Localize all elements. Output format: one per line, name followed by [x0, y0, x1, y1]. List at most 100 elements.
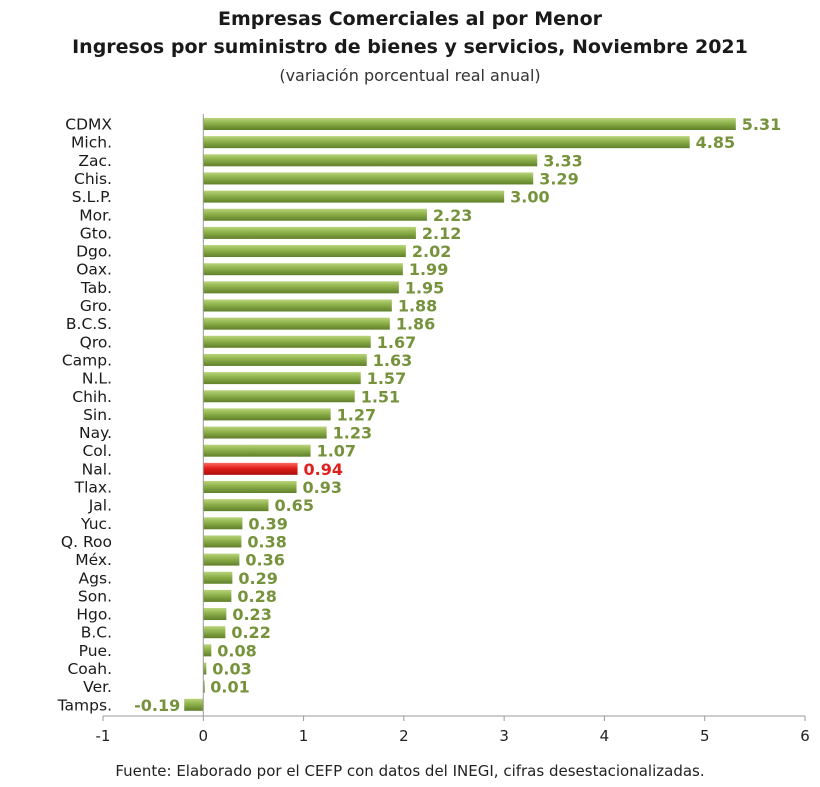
bar-31: [203, 680, 205, 693]
category-label: Gto.: [80, 224, 112, 242]
bar-4: [203, 190, 505, 203]
value-label: 0.36: [245, 551, 284, 570]
value-label: 1.07: [317, 442, 356, 461]
category-label: B.C.: [81, 624, 112, 642]
chart-source-note: Fuente: Elaborado por el CEFP con datos …: [115, 762, 705, 780]
value-label: 2.02: [412, 242, 451, 261]
category-label: Tab.: [80, 279, 112, 297]
bar-22: [203, 517, 243, 530]
bar-27: [203, 608, 227, 621]
value-label: 0.38: [247, 532, 286, 551]
x-tick-label: 2: [399, 727, 409, 745]
x-tick-label: 5: [700, 727, 710, 745]
category-label: Jal.: [88, 497, 112, 515]
x-tick-label: 1: [299, 727, 309, 745]
value-label: 0.29: [238, 569, 277, 588]
axes-group: -1 0 1 2 3 4 5 6: [96, 114, 810, 745]
bar-11: [203, 317, 390, 330]
bar-25: [203, 571, 233, 584]
value-label: 1.88: [398, 297, 437, 316]
category-label: Chis.: [74, 170, 112, 188]
bar-28: [203, 626, 226, 639]
bar-3: [203, 172, 534, 185]
category-label: Chih.: [72, 388, 112, 406]
bar-30: [203, 662, 207, 675]
x-tick-label: -1: [96, 727, 111, 745]
value-label: 5.31: [742, 115, 781, 134]
category-label: Q. Roo: [61, 533, 112, 551]
category-label: Nay.: [79, 424, 112, 442]
bar-23: [203, 535, 242, 548]
category-label: Qro.: [80, 333, 112, 351]
category-label: Col.: [82, 442, 112, 460]
x-tick-label: 4: [600, 727, 610, 745]
value-label: 0.65: [274, 496, 313, 515]
value-label: 0.08: [217, 641, 256, 660]
category-label: Dgo.: [76, 243, 112, 261]
value-label: 0.03: [212, 660, 251, 679]
category-label: S.L.P.: [72, 188, 112, 206]
value-label: 3.29: [539, 169, 578, 188]
category-label: Ver.: [83, 678, 112, 696]
bar-17: [203, 426, 327, 439]
value-label: 1.99: [409, 260, 448, 279]
value-label: -0.19: [134, 696, 180, 715]
value-label: 0.93: [303, 478, 342, 497]
value-label: 1.51: [361, 387, 400, 406]
bar-2: [203, 154, 538, 167]
category-label: Zac.: [78, 152, 112, 170]
value-label: 0.28: [237, 587, 276, 606]
bar-12: [203, 335, 371, 348]
bar-18: [203, 444, 311, 457]
value-label: 3.33: [543, 151, 582, 170]
chart-subtitle: (variación porcentual real anual): [279, 66, 541, 85]
bar-0: [203, 118, 736, 130]
bar-13: [203, 353, 367, 366]
value-label: 1.95: [405, 278, 444, 297]
bar-14: [203, 372, 361, 385]
category-label: Mor.: [79, 206, 112, 224]
category-label: CDMX: [65, 116, 112, 134]
bar-29: [203, 644, 212, 657]
bar-7: [203, 245, 406, 258]
x-tick-label: 3: [499, 727, 509, 745]
category-label: Hgo.: [76, 606, 112, 624]
bar-6: [203, 226, 416, 239]
category-label: Gro.: [80, 297, 112, 315]
bar-10: [203, 299, 392, 312]
category-label: Tlax.: [74, 479, 112, 497]
bars-group: CDMX 5.31 Mich. 4.85 Zac. 3.33 Chis. 3.29 S.L.P.…: [57, 115, 782, 715]
category-label: Pue.: [79, 642, 112, 660]
value-label: 0.22: [231, 623, 270, 642]
bar-19: [203, 462, 298, 475]
bar-15: [203, 390, 355, 403]
category-label: Méx.: [75, 551, 112, 569]
category-label: Mich.: [71, 134, 112, 152]
bar-5: [203, 208, 427, 221]
category-label: N.L.: [82, 370, 112, 388]
category-label: Sin.: [83, 406, 112, 424]
category-label: Yuc.: [80, 515, 112, 533]
value-label: 1.67: [377, 333, 416, 352]
chart-title-line1: Empresas Comerciales al por Menor: [218, 8, 602, 30]
value-label: 0.39: [248, 514, 287, 533]
bar-8: [203, 263, 403, 276]
bar-1: [203, 136, 690, 149]
value-label: 0.23: [232, 605, 271, 624]
value-label: 3.00: [510, 188, 549, 207]
value-label: 0.94: [304, 460, 343, 479]
category-label: Ags.: [79, 569, 112, 587]
bar-32: [184, 698, 204, 711]
value-label: 4.85: [696, 133, 735, 152]
bar-9: [203, 281, 399, 294]
bar-26: [203, 589, 232, 602]
category-label: Tamps.: [57, 696, 112, 714]
category-label: Oax.: [76, 261, 112, 279]
bar-24: [203, 553, 240, 566]
bar-16: [203, 408, 331, 421]
bar-21: [203, 499, 269, 512]
value-label: 2.23: [433, 206, 472, 225]
x-tick-label: 0: [199, 727, 209, 745]
x-tick-label: 6: [800, 727, 810, 745]
